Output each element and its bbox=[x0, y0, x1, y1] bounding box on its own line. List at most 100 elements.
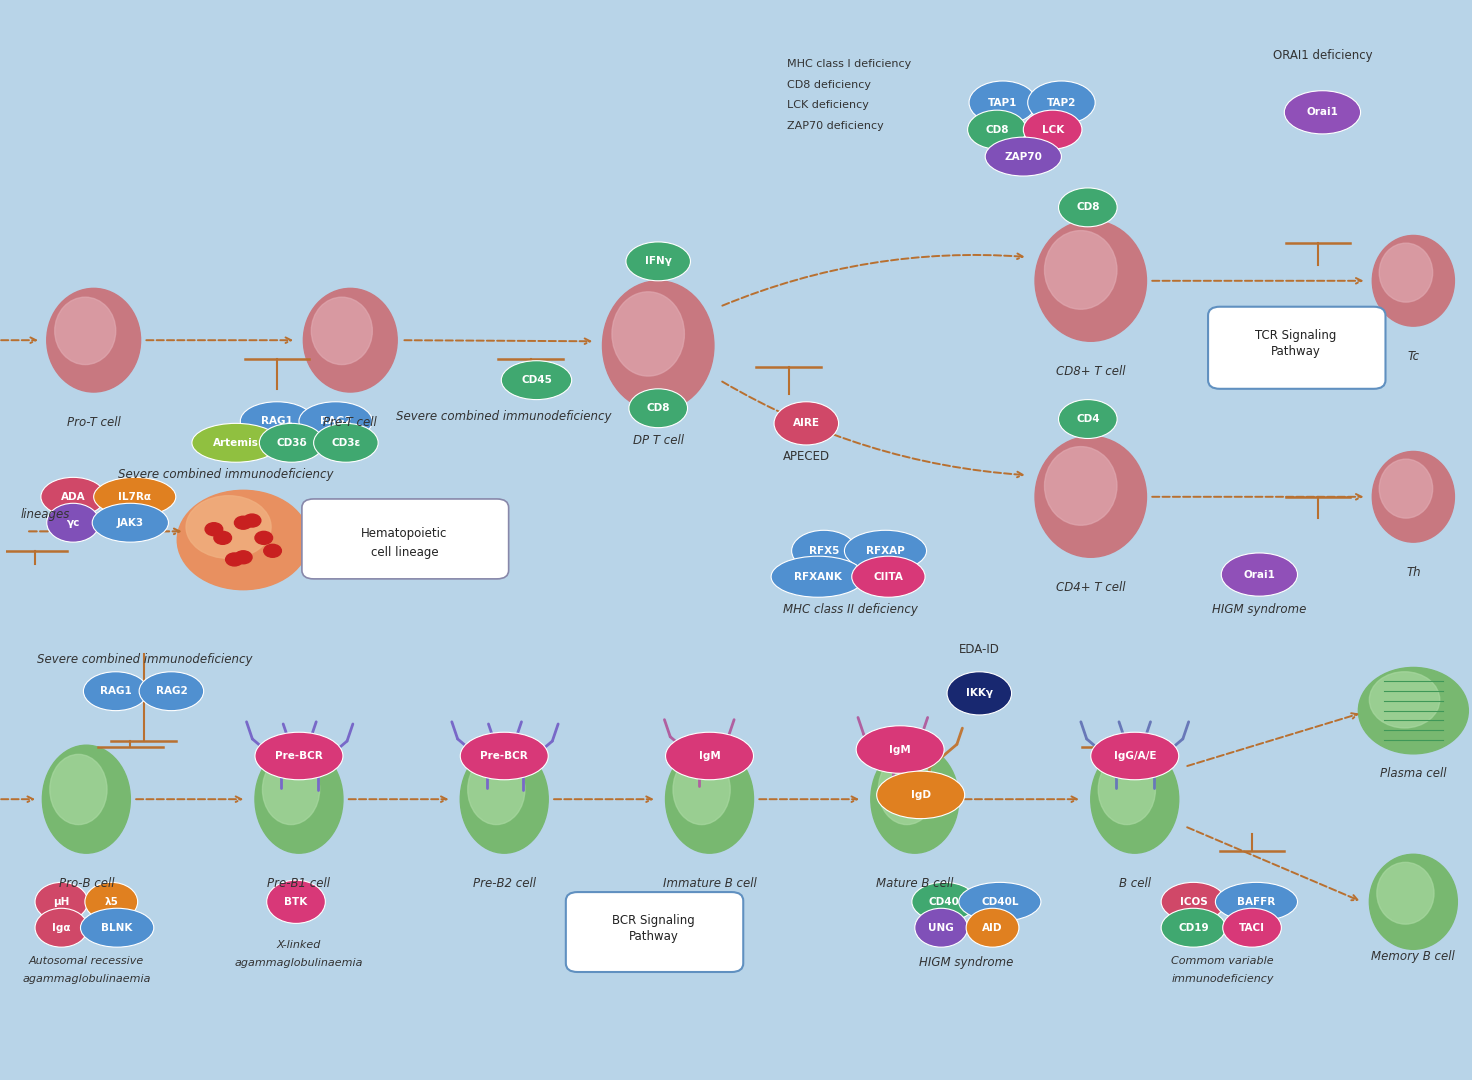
Ellipse shape bbox=[93, 503, 168, 542]
Text: IFNγ: IFNγ bbox=[645, 256, 671, 267]
Ellipse shape bbox=[626, 242, 690, 281]
Text: Plasma cell: Plasma cell bbox=[1381, 767, 1447, 780]
Text: lineages: lineages bbox=[21, 508, 69, 521]
Text: λ5: λ5 bbox=[105, 896, 118, 907]
Ellipse shape bbox=[967, 110, 1026, 149]
Ellipse shape bbox=[1045, 231, 1117, 309]
Text: Orai1: Orai1 bbox=[1307, 107, 1338, 118]
Ellipse shape bbox=[845, 530, 926, 571]
Ellipse shape bbox=[243, 514, 261, 527]
Ellipse shape bbox=[771, 556, 866, 597]
Ellipse shape bbox=[468, 754, 526, 825]
Ellipse shape bbox=[185, 496, 271, 558]
Ellipse shape bbox=[81, 908, 153, 947]
Ellipse shape bbox=[47, 288, 141, 392]
Ellipse shape bbox=[1216, 882, 1297, 921]
Ellipse shape bbox=[1058, 400, 1117, 438]
Ellipse shape bbox=[602, 281, 714, 410]
Text: Artemis: Artemis bbox=[213, 437, 259, 448]
Ellipse shape bbox=[43, 745, 131, 853]
Ellipse shape bbox=[1161, 882, 1226, 921]
Text: BAFFR: BAFFR bbox=[1238, 896, 1276, 907]
Text: Mature B cell: Mature B cell bbox=[876, 877, 954, 890]
Text: HIGM syndrome: HIGM syndrome bbox=[919, 956, 1013, 969]
Ellipse shape bbox=[314, 423, 378, 462]
Text: BTK: BTK bbox=[284, 896, 308, 907]
Text: MHC class II deficiency: MHC class II deficiency bbox=[783, 603, 917, 616]
Text: Autosomal recessive: Autosomal recessive bbox=[29, 956, 144, 966]
Ellipse shape bbox=[191, 423, 280, 462]
Text: CD3δ: CD3δ bbox=[277, 437, 308, 448]
Text: Orai1: Orai1 bbox=[1244, 569, 1275, 580]
Ellipse shape bbox=[871, 745, 958, 853]
Text: Pro-B cell: Pro-B cell bbox=[59, 877, 115, 890]
Ellipse shape bbox=[665, 745, 754, 853]
Text: Severe combined immunodeficiency: Severe combined immunodeficiency bbox=[37, 653, 253, 666]
Ellipse shape bbox=[225, 553, 243, 566]
Text: AID: AID bbox=[982, 922, 1002, 933]
Text: Pre-B2 cell: Pre-B2 cell bbox=[473, 877, 536, 890]
Text: CD8+ T cell: CD8+ T cell bbox=[1055, 365, 1126, 378]
Text: Th: Th bbox=[1406, 566, 1420, 579]
Text: ICOS: ICOS bbox=[1179, 896, 1207, 907]
Text: immunodeficiency: immunodeficiency bbox=[1172, 974, 1273, 984]
Ellipse shape bbox=[1098, 754, 1156, 825]
Ellipse shape bbox=[255, 732, 343, 780]
Ellipse shape bbox=[312, 297, 372, 365]
Text: Igα: Igα bbox=[52, 922, 71, 933]
Text: TAP2: TAP2 bbox=[1047, 97, 1076, 108]
Ellipse shape bbox=[612, 292, 684, 376]
Text: CD8: CD8 bbox=[1076, 202, 1100, 213]
Text: AIRE: AIRE bbox=[793, 418, 820, 429]
Text: CD40L: CD40L bbox=[982, 896, 1019, 907]
Ellipse shape bbox=[240, 402, 314, 441]
Ellipse shape bbox=[1222, 553, 1297, 596]
Ellipse shape bbox=[1035, 220, 1147, 341]
Text: Tc: Tc bbox=[1407, 350, 1419, 363]
Ellipse shape bbox=[234, 516, 252, 529]
Ellipse shape bbox=[1027, 81, 1095, 124]
Ellipse shape bbox=[1161, 908, 1226, 947]
Text: MHC class I deficiency: MHC class I deficiency bbox=[788, 59, 911, 69]
Text: Memory B cell: Memory B cell bbox=[1372, 950, 1456, 963]
Text: BLNK: BLNK bbox=[102, 922, 132, 933]
Ellipse shape bbox=[665, 732, 754, 780]
Ellipse shape bbox=[877, 771, 964, 819]
Text: μH: μH bbox=[53, 896, 69, 907]
Text: CD8 deficiency: CD8 deficiency bbox=[788, 80, 871, 90]
Ellipse shape bbox=[966, 908, 1019, 947]
Ellipse shape bbox=[47, 503, 100, 542]
Text: IgD: IgD bbox=[911, 789, 930, 800]
Text: CD8: CD8 bbox=[985, 124, 1008, 135]
FancyBboxPatch shape bbox=[302, 499, 509, 579]
Ellipse shape bbox=[1379, 459, 1432, 518]
Text: Hematopoietic: Hematopoietic bbox=[361, 527, 447, 540]
Ellipse shape bbox=[911, 882, 976, 921]
Text: LCK: LCK bbox=[1042, 124, 1064, 135]
Text: HIGM syndrome: HIGM syndrome bbox=[1213, 603, 1307, 616]
Ellipse shape bbox=[41, 477, 106, 516]
Text: ADA: ADA bbox=[60, 491, 85, 502]
Ellipse shape bbox=[255, 531, 272, 544]
Ellipse shape bbox=[266, 880, 325, 923]
Text: IgM: IgM bbox=[699, 751, 720, 761]
Ellipse shape bbox=[94, 477, 175, 516]
Ellipse shape bbox=[914, 908, 967, 947]
Ellipse shape bbox=[857, 726, 944, 773]
Text: IKKγ: IKKγ bbox=[966, 688, 992, 699]
Text: CD45: CD45 bbox=[521, 375, 552, 386]
Ellipse shape bbox=[259, 423, 324, 462]
Text: RAG1: RAG1 bbox=[261, 416, 293, 427]
Text: TACI: TACI bbox=[1239, 922, 1264, 933]
Text: Severe combined immunodeficiency: Severe combined immunodeficiency bbox=[396, 410, 612, 423]
Text: CD3ε: CD3ε bbox=[331, 437, 361, 448]
Text: ORAI1 deficiency: ORAI1 deficiency bbox=[1273, 49, 1372, 62]
Ellipse shape bbox=[1372, 235, 1454, 326]
Text: Pre-T cell: Pre-T cell bbox=[324, 416, 377, 429]
Ellipse shape bbox=[629, 389, 687, 428]
Ellipse shape bbox=[461, 732, 548, 780]
Ellipse shape bbox=[1023, 110, 1082, 149]
FancyBboxPatch shape bbox=[565, 892, 743, 972]
Text: TCR Signaling
Pathway: TCR Signaling Pathway bbox=[1256, 329, 1337, 357]
Ellipse shape bbox=[1091, 745, 1179, 853]
